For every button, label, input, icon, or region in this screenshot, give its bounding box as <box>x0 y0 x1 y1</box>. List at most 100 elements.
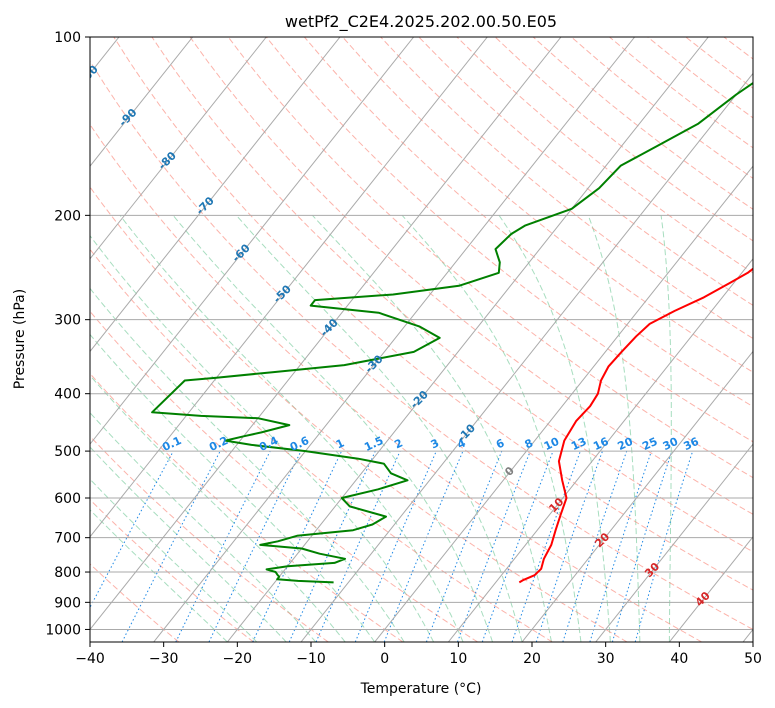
plot-frame <box>89 36 754 643</box>
mixing-ratio-line <box>315 450 401 642</box>
isotherm-line <box>90 37 488 538</box>
moist-adiabat <box>90 411 317 642</box>
isotherm-label: -50 <box>271 282 294 305</box>
mixing-ratio-line <box>611 450 673 642</box>
y-tick-label: 500 <box>54 444 81 460</box>
isotherm-line <box>742 628 753 642</box>
chart-title: wetPf2_C2E4.2025.202.00.50.E05 <box>285 12 557 32</box>
mixing-ratio-label: 25 <box>640 435 659 453</box>
isotherm-line <box>595 443 753 642</box>
dry-adiabat <box>456 37 753 274</box>
mixing-ratio-line <box>562 450 628 642</box>
isotherm-label: -100 <box>72 62 101 91</box>
y-tick-label: 1000 <box>45 622 81 638</box>
moist-adiabat <box>119 215 464 642</box>
dry-adiabat <box>90 60 753 630</box>
dry-adiabat <box>90 498 254 642</box>
dry-adiabat <box>90 435 329 642</box>
isotherm-line <box>521 350 753 642</box>
mixing-ratio-label: 10 <box>542 435 562 453</box>
isotherm-line <box>90 37 415 445</box>
x-tick-label: 0 <box>380 651 389 667</box>
moist-adiabat <box>235 214 523 642</box>
mixing-ratio-line <box>252 450 343 642</box>
isotherm-line <box>374 165 753 642</box>
dry-adiabat <box>189 37 753 515</box>
mixing-ratio-label: 20 <box>616 435 636 453</box>
dry-adiabat <box>90 310 478 642</box>
y-tick-label: 800 <box>54 565 81 581</box>
isotherm-line <box>153 37 636 642</box>
dry-adiabat <box>494 37 753 242</box>
x-tick-label: −30 <box>149 651 179 667</box>
mixing-ratio-label: 1 <box>334 436 346 451</box>
moist-adiabat <box>90 478 258 642</box>
x-tick-label: 40 <box>670 651 688 667</box>
temperature-profile-line <box>518 267 753 584</box>
isotherm-line <box>90 37 341 353</box>
dry-adiabat <box>90 123 703 642</box>
dry-adiabats <box>90 37 753 642</box>
isotherm-label: -80 <box>156 149 179 172</box>
dry-adiabat <box>113 37 753 591</box>
dry-adiabat <box>647 37 753 119</box>
dry-adiabat <box>532 37 753 210</box>
mixing-ratio-line <box>589 450 652 642</box>
isotherm-line <box>447 257 753 642</box>
mixing-ratio-line <box>354 450 437 642</box>
mixing-ratio-line <box>425 450 503 642</box>
moist-adiabats <box>90 214 672 642</box>
isotherm-line <box>668 535 753 642</box>
y-tick-label: 200 <box>54 208 81 224</box>
y-tick-label: 400 <box>54 387 81 403</box>
y-axis-ticks: 100 200 300 400 500 600 700 800 900 1000 <box>45 30 90 638</box>
dry-adiabat <box>90 372 404 642</box>
dry-adiabat <box>723 37 753 60</box>
mixing-ratio-line <box>90 450 174 609</box>
isotherm-line <box>90 37 562 631</box>
x-tick-label: 20 <box>523 651 541 667</box>
moist-adiabat <box>312 214 552 642</box>
dry-adiabat <box>342 37 753 373</box>
mixing-ratio-label: 3 <box>429 436 441 451</box>
isotherm-line <box>300 72 753 642</box>
moist-adiabat <box>587 215 641 642</box>
moist-adiabat <box>172 214 494 642</box>
plot-area: 0.1 0.2 0.4 0.6 1 1.5 2 3 4 6 8 10 13 16 20 25 30 36-100-… <box>72 37 753 642</box>
dry-adiabat <box>90 248 553 642</box>
mixing-ratio-label: 6 <box>494 436 507 451</box>
isotherm-line <box>226 37 709 642</box>
x-tick-label: 10 <box>449 651 467 667</box>
dry-adiabat <box>685 37 753 89</box>
mixing-ratio-line <box>481 450 554 642</box>
moist-adiabat <box>90 446 287 642</box>
dry-adiabat <box>151 37 753 553</box>
x-tick-label: 50 <box>744 651 762 667</box>
mixing-ratio-line <box>457 450 531 642</box>
x-tick-label: −10 <box>296 651 326 667</box>
mixing-ratio-line <box>175 450 271 642</box>
x-tick-label: −40 <box>75 651 105 667</box>
isotherm-line <box>90 37 267 260</box>
moist-adiabat <box>90 234 435 642</box>
mixing-ratio-label: 16 <box>591 435 611 453</box>
dry-adiabat <box>265 37 753 443</box>
y-tick-label: 600 <box>54 491 81 507</box>
y-tick-label: 900 <box>54 595 81 611</box>
mixing-ratio-label: 30 <box>661 435 681 453</box>
isotherm-gridlines <box>90 37 753 642</box>
mixing-ratio-line <box>535 450 603 642</box>
dry-adiabat <box>304 37 753 408</box>
x-axis-label: Temperature (°C) <box>360 681 482 697</box>
moist-adiabat <box>90 287 405 642</box>
isotherm-label: -70 <box>194 194 217 217</box>
x-tick-label: −20 <box>223 651 253 667</box>
x-axis-ticks: −40 −30 −20 −10 0 10 20 30 40 50 <box>75 642 762 667</box>
mixing-ratio-line <box>121 450 221 642</box>
moist-adiabat <box>90 333 376 642</box>
moist-adiabat <box>498 215 611 642</box>
mixing-ratio-line <box>634 450 694 642</box>
dry-adiabat <box>418 37 753 306</box>
dry-adiabat <box>90 563 180 642</box>
dry-adiabat <box>380 37 753 340</box>
